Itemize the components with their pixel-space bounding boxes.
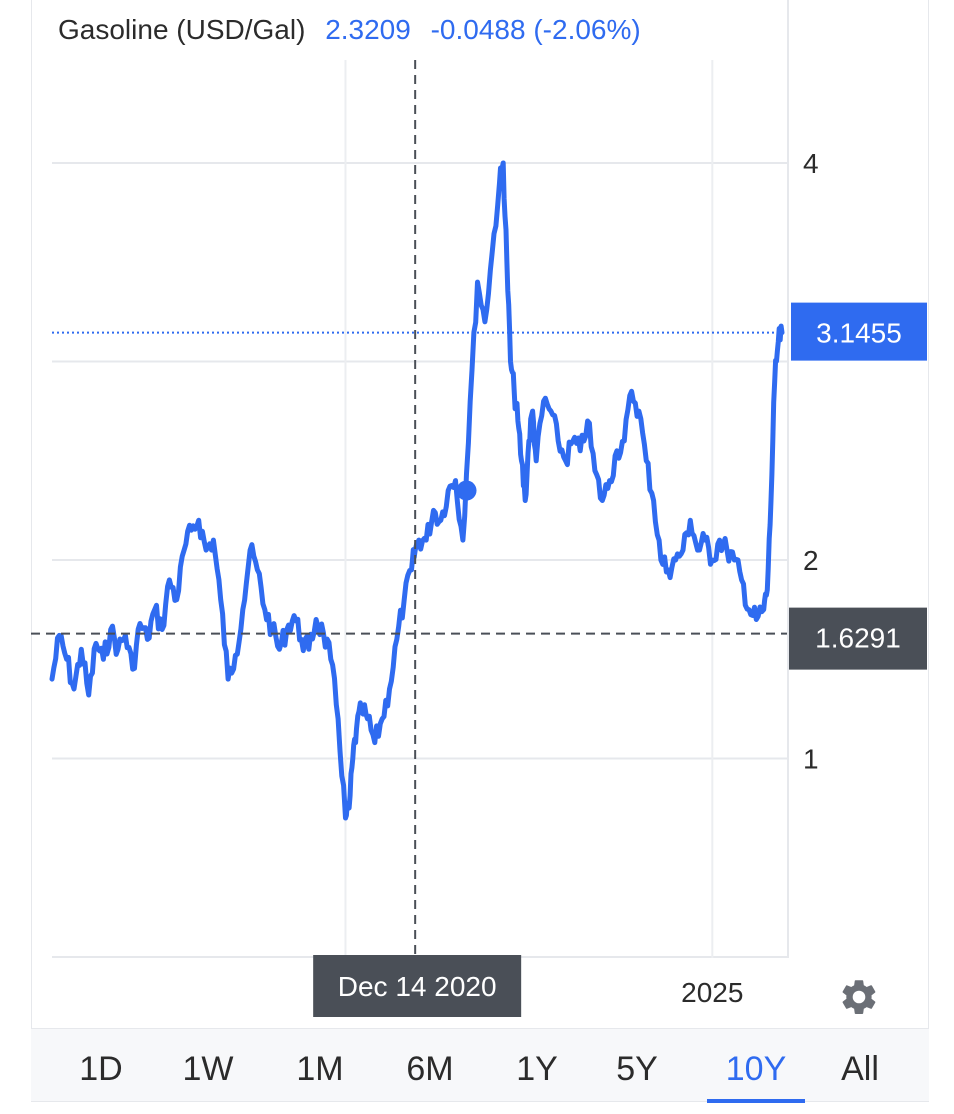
y-tick-label: 2 bbox=[803, 545, 819, 576]
range-tabs: 1D 1W 1M 6M 1Y 5Y 10Y All bbox=[31, 1028, 929, 1102]
current-price-value: 3.1455 bbox=[816, 318, 902, 349]
crosshair-date: Dec 14 2020 bbox=[338, 971, 497, 1002]
price-chart[interactable]: 1 2 4 2025 3.1455 1.6291 Dec 14 2020 bbox=[0, 0, 954, 1030]
y-tick-label: 1 bbox=[803, 744, 819, 775]
crosshair-value: 1.6291 bbox=[815, 623, 901, 654]
x-axis-ticks: 2025 bbox=[681, 977, 743, 1008]
tab-1m[interactable]: 1M bbox=[285, 1029, 355, 1101]
tab-1d[interactable]: 1D bbox=[71, 1029, 131, 1101]
tab-10y[interactable]: 10Y bbox=[707, 1029, 805, 1101]
crosshair-date-label: Dec 14 2020 bbox=[313, 955, 521, 1017]
tab-all[interactable]: All bbox=[831, 1029, 889, 1101]
series-line bbox=[52, 163, 782, 818]
tab-5y[interactable]: 5Y bbox=[607, 1029, 667, 1101]
crosshair-value-label: 1.6291 bbox=[789, 608, 927, 670]
tab-6m[interactable]: 6M bbox=[395, 1029, 465, 1101]
hover-dot bbox=[457, 481, 477, 501]
gear-icon[interactable] bbox=[838, 976, 880, 1018]
y-tick-label: 4 bbox=[803, 148, 819, 179]
y-axis-ticks: 1 2 4 bbox=[803, 148, 819, 775]
current-price-label: 3.1455 bbox=[791, 303, 927, 361]
chart-x-grid bbox=[345, 60, 712, 958]
tab-1y[interactable]: 1Y bbox=[507, 1029, 567, 1101]
tab-1w[interactable]: 1W bbox=[171, 1029, 245, 1101]
x-tick-label: 2025 bbox=[681, 977, 743, 1008]
